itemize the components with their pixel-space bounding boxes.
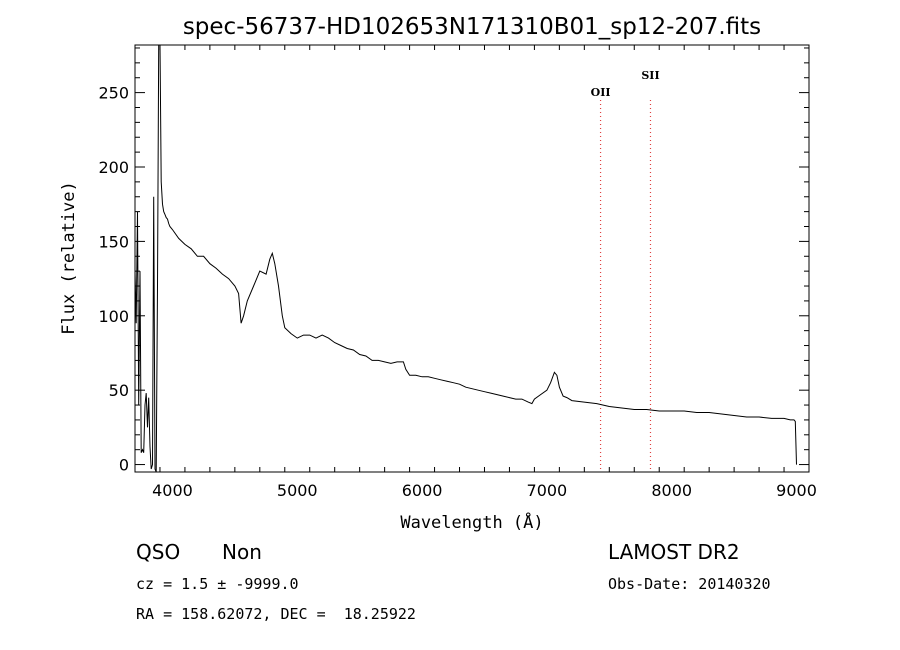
x-tick-label: 4000 [152, 481, 193, 500]
y-tick-label: 200 [98, 158, 129, 177]
x-tick-label: 6000 [402, 481, 443, 500]
x-tick-label: 9000 [776, 481, 817, 500]
annotation-label: SII [641, 69, 659, 82]
x-tick-label: 5000 [277, 481, 318, 500]
y-tick-label: 50 [109, 381, 129, 400]
x-tick-label: 7000 [527, 481, 568, 500]
annotation-label: OII [591, 86, 611, 99]
spectrum-line [134, 44, 797, 473]
y-axis-label: Flux (relative) [59, 181, 79, 335]
object-class: QSO [136, 540, 181, 564]
plot-frame [134, 44, 810, 473]
line-annotations: OII SII [591, 69, 660, 472]
axis-ticks: 4000 5000 6000 7000 8000 9000 0 50 100 150 200 250 [98, 45, 817, 500]
chart-title: spec-56737-HD102653N171310B01_sp12-207.f… [183, 14, 761, 40]
y-tick-label: 150 [98, 232, 129, 251]
survey-name: LAMOST DR2 [608, 540, 740, 564]
object-subclass: Non [222, 540, 262, 564]
y-tick-label: 100 [98, 307, 129, 326]
obs-date: Obs-Date: 20140320 [608, 575, 771, 593]
redshift-line: cz = 1.5 ± -9999.0 [136, 575, 299, 593]
y-tick-label: 0 [119, 456, 129, 475]
x-axis-label: Wavelength (Å) [400, 511, 543, 533]
ra-dec: RA = 158.62072, DEC = 18.25922 [136, 605, 416, 623]
x-tick-label: 8000 [651, 481, 692, 500]
y-tick-label: 250 [98, 84, 129, 103]
